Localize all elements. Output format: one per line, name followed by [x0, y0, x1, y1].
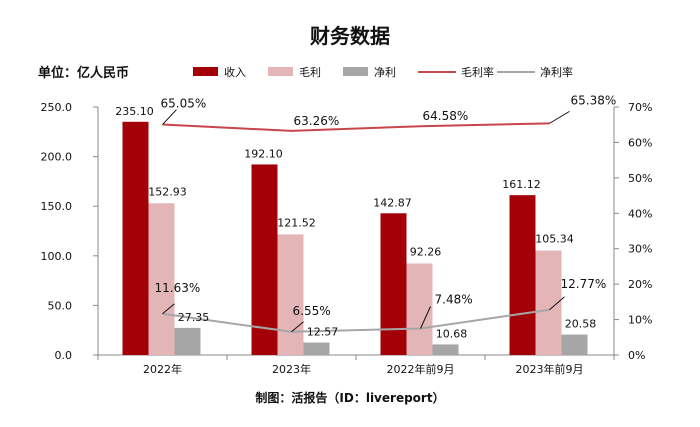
lines: [162, 109, 570, 333]
x-tick-label: 2022年: [143, 362, 182, 376]
data-label-净利率: 12.77%: [561, 277, 607, 291]
data-label-毛利率: 64.58%: [423, 109, 469, 123]
line-净利率: [162, 308, 550, 333]
leader-line: [549, 296, 565, 311]
legend-label-净利率: 净利率: [540, 65, 573, 79]
bar-毛利: [148, 203, 175, 355]
x-tick-label: 2023年前9月: [516, 362, 584, 376]
bar-毛利: [277, 234, 304, 355]
leader-line: [162, 303, 175, 315]
y-right-tick-label: 40%: [628, 207, 652, 220]
data-label-净利率: 6.55%: [293, 304, 331, 318]
legend-label-收入: 收入: [224, 65, 246, 79]
data-label-毛利率: 65.05%: [161, 97, 207, 111]
bar-净利: [174, 327, 201, 355]
y-left-tick-label: 250.0: [41, 101, 73, 114]
legend-swatch-净利: [343, 67, 368, 76]
y-right-tick-label: 0%: [628, 349, 645, 362]
y-right-tick-label: 30%: [628, 243, 652, 256]
y-left-tick-label: 50.0: [48, 299, 73, 312]
x-tick-label: 2023年: [272, 362, 311, 376]
bar-收入: [122, 121, 149, 356]
bar-净利: [303, 342, 330, 355]
data-label-净利: 12.57: [307, 326, 339, 339]
bars: [122, 121, 588, 356]
bar-净利: [432, 344, 459, 355]
legend-label-毛利率: 毛利率: [461, 65, 494, 79]
bar-收入: [251, 164, 278, 355]
y-right-tick-label: 60%: [628, 136, 652, 149]
y-right-tick-label: 70%: [628, 101, 652, 114]
y-right-tick-label: 20%: [628, 278, 652, 291]
data-labels: 235.10 192.10 142.87 161.12 152.93 121.52 92.2…: [115, 93, 616, 340]
data-label-毛利: 121.52: [277, 216, 316, 229]
legend-label-净利: 净利: [374, 65, 396, 79]
data-label-净利: 27.35: [178, 311, 210, 324]
data-label-净利率: 11.63%: [155, 281, 201, 295]
bar-毛利: [406, 263, 433, 355]
x-tick-label: 2022年前9月: [387, 362, 455, 376]
data-label-净利: 10.68: [436, 327, 468, 340]
legend-label-毛利: 毛利: [299, 66, 321, 79]
bar-净利: [561, 334, 588, 355]
leader-line: [162, 109, 177, 125]
chart-title: 财务数据: [310, 24, 390, 48]
data-label-净利率: 7.48%: [435, 292, 473, 306]
y-left-tick-label: 200.0: [41, 151, 73, 164]
legend-swatch-收入: [193, 67, 218, 76]
leader-line: [291, 321, 304, 333]
bar-收入: [380, 213, 407, 355]
data-label-毛利: 152.93: [148, 185, 187, 198]
y-left-tick-label: 150.0: [41, 200, 73, 213]
data-label-毛利: 92.26: [410, 245, 442, 258]
legend-swatch-毛利: [268, 67, 293, 76]
leader-line: [549, 110, 570, 124]
line-毛利率: [162, 122, 550, 132]
y-right-tick-label: 10%: [628, 314, 652, 327]
y-left-tick-label: 0.0: [55, 349, 73, 362]
data-label-收入: 192.10: [244, 147, 283, 160]
data-label-净利: 20.58: [565, 318, 597, 331]
data-label-毛利: 105.34: [535, 233, 574, 246]
y-left-tick-label: 100.0: [41, 250, 73, 263]
leader-line: [420, 306, 431, 329]
axes: 0.0 50.0 100.0 150.0 200.0 250.0 0% 10% 20% 30% 40…: [41, 101, 653, 376]
data-label-收入: 235.10: [115, 105, 154, 118]
unit-label: 单位：亿人民币: [38, 65, 129, 81]
data-label-收入: 142.87: [373, 196, 412, 209]
data-label-收入: 161.12: [502, 178, 541, 191]
source-note: 制图：活报告（ID：livereport）: [255, 390, 444, 405]
legend: 收入 毛利 净利 毛利率 净利率: [193, 65, 573, 79]
bar-收入: [509, 195, 536, 355]
y-right-tick-label: 50%: [628, 172, 652, 185]
data-label-毛利率: 65.38%: [571, 93, 617, 107]
data-label-毛利率: 63.26%: [294, 114, 340, 128]
